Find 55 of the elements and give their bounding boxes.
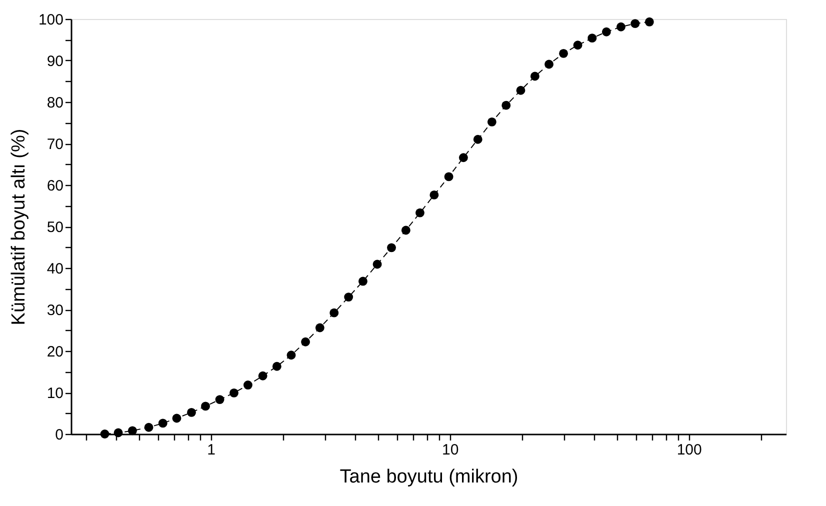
point [315,323,324,332]
point [330,308,339,318]
y-tick-label: 0 [55,426,64,444]
y-tick-label: 80 [46,94,64,112]
y-tick-label: 90 [46,53,64,70]
point [516,86,526,95]
point [573,40,582,50]
y-axis-title: Kümülatif boyut altı (%) [8,128,30,326]
point [144,422,154,432]
y-tick-label: 20 [46,344,64,360]
x-axis-title: Tane boyutu (mikron) [340,466,518,488]
point [128,426,137,436]
y-tick-label: 30 [46,302,64,319]
point [530,72,540,81]
point [201,402,210,411]
point [630,19,640,28]
point [588,34,597,43]
point [344,292,354,302]
point [230,388,238,398]
point [187,408,196,417]
y-tick-label: 60 [46,178,64,194]
y-tick-label: 40 [46,260,64,278]
point [458,153,468,162]
y-tick-label: 50 [46,219,64,236]
point [602,27,611,36]
point [100,430,110,438]
point [487,117,496,126]
x-tick-label: 100 [676,442,702,458]
point [158,418,168,428]
point [286,350,296,360]
point [258,371,268,380]
point [430,190,439,200]
point [372,260,382,269]
point [559,48,568,58]
x-tick-label: 10 [442,442,459,458]
point [215,395,224,404]
point [544,60,554,69]
point [301,337,310,346]
point [172,414,182,423]
x-tick-label: 1 [207,442,216,458]
y-tick-label: 10 [46,385,64,402]
point [415,208,424,218]
point [358,276,368,286]
point [401,226,410,235]
point [616,22,626,32]
point [502,100,511,110]
point [387,243,396,252]
point [243,380,252,390]
point [473,134,482,144]
point [272,362,282,371]
point [444,172,454,182]
point [114,428,123,438]
y-tick-label: 70 [46,136,64,153]
point [644,17,654,26]
y-tick-label: 100 [38,12,64,28]
